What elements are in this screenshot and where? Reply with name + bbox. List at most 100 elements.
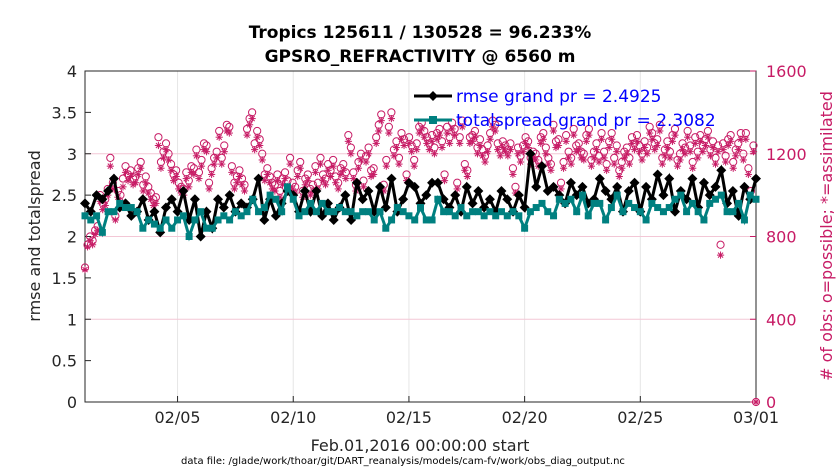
rmse-point — [629, 177, 640, 188]
obs-assimilated-point — [327, 172, 335, 181]
obs-assimilated-point — [190, 170, 198, 179]
totalspread-point — [613, 191, 621, 199]
rmse-point — [751, 173, 761, 184]
rmse-point — [496, 185, 507, 196]
totalspread-point — [93, 212, 101, 220]
obs-assimilated-point — [364, 150, 373, 158]
totalspread-point — [526, 208, 534, 216]
totalspread-point — [283, 183, 291, 191]
obs-possible-point — [192, 145, 201, 154]
totalspread-point — [515, 212, 523, 220]
rmse-point — [710, 181, 721, 192]
totalspread-point — [231, 208, 239, 216]
obs-assimilated-point — [489, 123, 497, 131]
obs-assimilated-point — [410, 162, 418, 170]
totalspread-point — [578, 191, 586, 199]
obs-assimilated-point — [486, 135, 494, 143]
obs-assimilated-point — [458, 123, 466, 131]
rmse-point — [623, 185, 634, 196]
obs-assimilated-point — [213, 154, 221, 162]
obs-assimilated-point — [286, 160, 294, 168]
obs-assimilated-point — [240, 187, 249, 195]
obs-assimilated-point — [567, 160, 575, 168]
obs-possible-point — [136, 157, 145, 167]
rmse-point — [612, 181, 623, 192]
obs-assimilated-point — [344, 137, 352, 145]
obs-possible-point — [541, 143, 550, 152]
obs-assimilated-point — [319, 177, 327, 185]
obs-assimilated-point — [266, 179, 274, 187]
obs-assimilated-point — [653, 141, 661, 150]
obs-assimilated-point — [704, 133, 712, 141]
obs-assimilated-point — [699, 148, 707, 156]
totalspread-point — [127, 204, 135, 212]
obs-assimilated-point — [142, 179, 150, 187]
obs-assimilated-point — [504, 152, 512, 160]
obs-assimilated-point — [610, 160, 618, 168]
obs-assimilated-point — [192, 152, 201, 160]
obs-assimilated-point — [342, 174, 350, 183]
y-ticks-left: 0 0.5 1 1.5 2 2.5 3 3.5 4 — [52, 62, 91, 412]
rmse-point — [502, 194, 513, 205]
totalspread-point — [295, 212, 303, 220]
obs-assimilated-point — [544, 160, 552, 168]
obs-assimilated-point — [218, 160, 226, 168]
obs-assimilated-point — [666, 154, 674, 162]
obs-assimilated-point — [106, 162, 114, 170]
obs-assimilated-point — [749, 148, 758, 156]
rmse-point — [178, 185, 189, 196]
obs-possible-point — [602, 159, 611, 169]
y-tick-label-left: 0.5 — [52, 352, 77, 371]
obs-assimilated-point — [220, 148, 228, 156]
totalspread-point — [116, 199, 124, 207]
obs-possible-point — [121, 162, 130, 171]
totalspread-point — [185, 233, 193, 240]
totalspread-point — [156, 224, 164, 232]
totalspread-point — [486, 208, 494, 216]
obs-assimilated-point — [215, 133, 223, 141]
obs-assimilated-point — [167, 166, 175, 174]
obs-assimilated-point — [625, 160, 633, 168]
obs-assimilated-point — [633, 137, 641, 145]
obs-assimilated-point — [311, 168, 320, 176]
obs-assimilated-point — [694, 154, 702, 162]
rmse-point — [363, 185, 374, 196]
obs-assimilated-point — [554, 141, 563, 150]
obs-assimilated-point — [433, 135, 441, 143]
obs-assimilated-point — [549, 127, 558, 135]
y-tick-label-left: 4 — [67, 62, 77, 81]
obs-assimilated-point — [144, 189, 152, 197]
obs-assimilated-point — [258, 156, 266, 164]
obs-assimilated-point — [565, 154, 573, 162]
obs-possible-point — [273, 170, 282, 179]
rmse-series — [80, 148, 761, 242]
totalspread-point — [208, 224, 216, 232]
obs-assimilated-point — [648, 135, 656, 143]
totalspread-point — [445, 208, 453, 216]
totalspread-point — [544, 208, 552, 216]
obs-assimilated-point — [638, 156, 646, 164]
obs-possible-point — [726, 131, 735, 140]
obs-assimilated-point — [124, 177, 132, 185]
obs-possible-point — [592, 139, 601, 148]
rmse-point — [328, 214, 339, 225]
totalspread-point — [723, 208, 731, 216]
totalspread-point — [312, 208, 320, 216]
obs-assimilated-point — [491, 127, 499, 135]
obs-assimilated-point — [640, 143, 649, 152]
totalspread-point — [602, 216, 610, 224]
obs-assimilated-point — [329, 162, 337, 170]
totalspread-point — [584, 212, 592, 220]
obs-assimilated-point — [663, 143, 671, 152]
totalspread-point — [503, 212, 511, 220]
totalspread-point — [735, 199, 743, 207]
obs-assimilated-point — [537, 139, 545, 148]
obs-assimilated-point — [230, 185, 238, 193]
rmse-point — [137, 194, 148, 205]
obs-assimilated-point — [385, 129, 393, 137]
obs-assimilated-point — [686, 148, 694, 156]
obs-assimilated-point — [296, 164, 304, 172]
totalspread-point — [353, 212, 361, 220]
obs-possible-point — [329, 155, 338, 165]
x-tick-label: 02/20 — [502, 408, 548, 427]
